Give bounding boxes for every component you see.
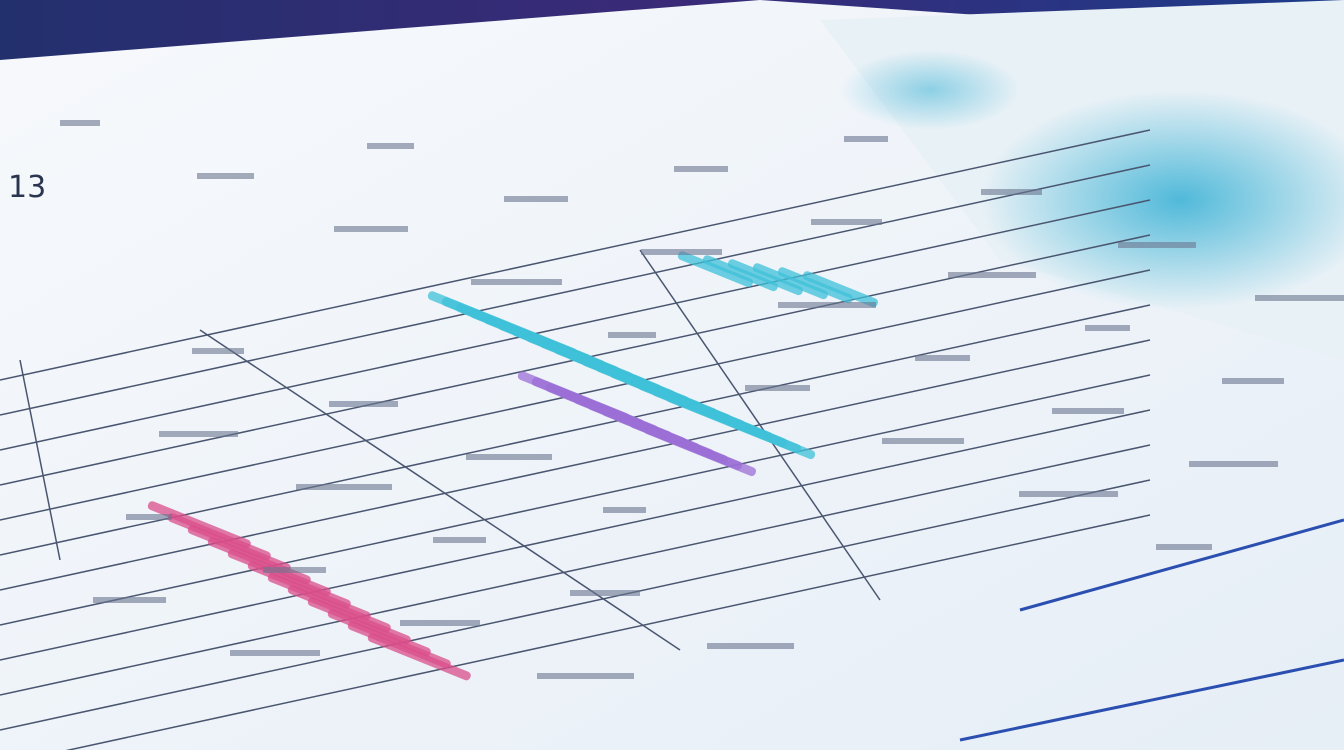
blurred-text xyxy=(400,620,480,626)
blurred-text xyxy=(1222,378,1284,384)
blurred-text xyxy=(1085,325,1130,331)
blurred-text xyxy=(811,219,882,225)
blurred-text xyxy=(126,514,172,520)
grid-line xyxy=(0,339,1151,591)
page-number: 13 xyxy=(8,170,47,205)
blurred-text xyxy=(1118,242,1196,248)
blurred-text-rows xyxy=(60,120,1344,679)
blurred-text xyxy=(915,355,970,361)
grid-line xyxy=(19,359,61,561)
blurred-text xyxy=(296,484,392,490)
blurred-text xyxy=(1189,461,1278,467)
blurred-text xyxy=(367,143,414,149)
pink-streak xyxy=(367,633,471,681)
blurred-text xyxy=(197,173,254,179)
blurred-text xyxy=(466,454,552,460)
grid-line xyxy=(65,514,1151,750)
blurred-text xyxy=(1255,295,1344,301)
blue-splash xyxy=(980,90,1344,310)
cyan-streak xyxy=(665,393,816,460)
blurred-text xyxy=(471,279,562,285)
blurred-text xyxy=(60,120,100,126)
grid-line xyxy=(0,129,1151,381)
blurred-text xyxy=(707,643,794,649)
blurred-text xyxy=(230,650,320,656)
grid-line xyxy=(0,374,1151,626)
grid-line xyxy=(0,444,1151,696)
cyan-streak xyxy=(727,259,803,296)
blurred-text xyxy=(192,348,244,354)
blurred-text xyxy=(641,249,722,255)
blurred-text xyxy=(159,431,238,437)
grid-line xyxy=(0,304,1151,556)
cyan-streak xyxy=(702,255,778,292)
cyan-streak xyxy=(752,263,828,300)
blue-edge-lines xyxy=(959,518,1344,742)
blurred-text xyxy=(844,136,888,142)
blurred-text xyxy=(504,196,568,202)
blurred-text xyxy=(603,507,646,513)
grid-line xyxy=(0,199,1151,451)
blurred-text xyxy=(93,597,166,603)
blurred-text xyxy=(1019,491,1118,497)
purple-streak xyxy=(643,425,757,477)
blurred-text xyxy=(537,673,634,679)
grid-line xyxy=(0,164,1151,416)
blurred-text xyxy=(745,385,810,391)
grid-line xyxy=(0,409,1151,661)
blurred-text xyxy=(1156,544,1212,550)
blue-splash-small xyxy=(840,50,1020,130)
cyan-streak xyxy=(677,251,753,288)
cyan-streak xyxy=(802,271,878,308)
blurred-text xyxy=(1052,408,1124,414)
blurred-text xyxy=(981,189,1042,195)
cyan-streak xyxy=(777,267,853,304)
grid-line xyxy=(199,329,681,651)
blurred-text xyxy=(570,590,640,596)
blurred-text xyxy=(778,302,876,308)
blurred-text xyxy=(334,226,408,232)
blurred-text xyxy=(674,166,728,172)
blurred-text xyxy=(433,537,486,543)
grid-line xyxy=(0,479,1151,731)
blurred-text xyxy=(948,272,1036,278)
blurred-text xyxy=(608,332,656,338)
blurred-text xyxy=(329,401,398,407)
grid-line xyxy=(639,249,881,601)
blurred-text xyxy=(263,567,326,573)
blurred-text xyxy=(882,438,964,444)
colored-streaks xyxy=(147,251,878,681)
